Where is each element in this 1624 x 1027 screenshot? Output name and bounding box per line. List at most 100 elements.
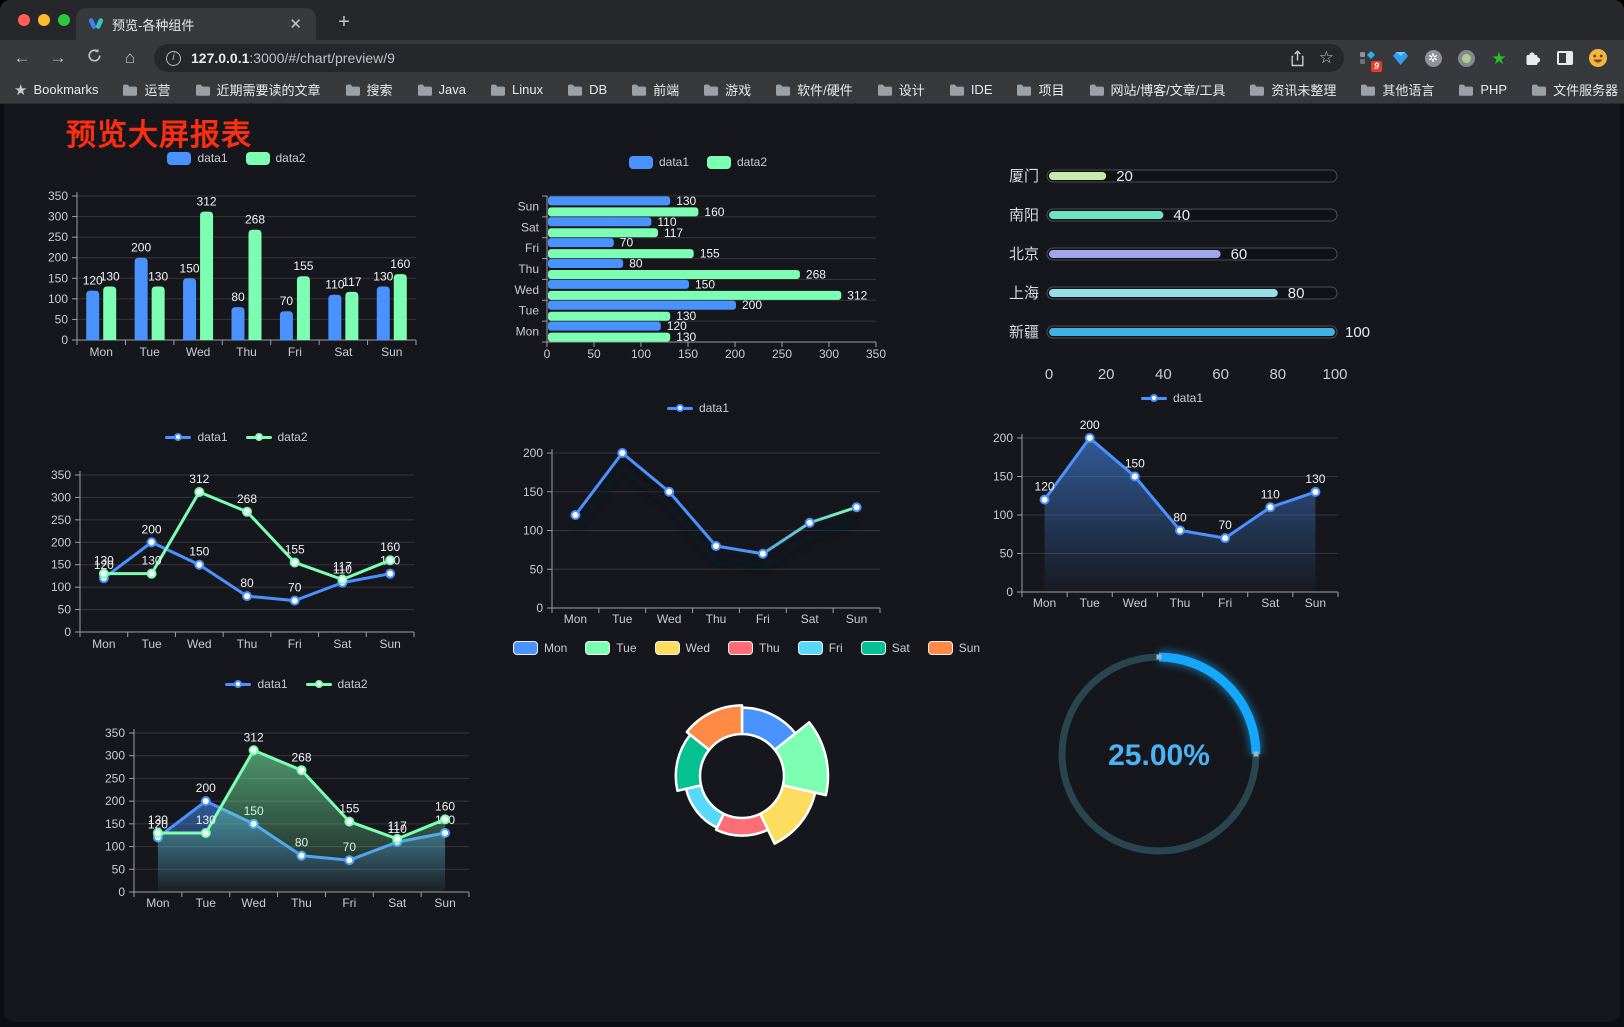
svg-text:150: 150 [48, 271, 68, 285]
green-star-extension-icon[interactable]: ★ [1491, 48, 1507, 68]
side-panel-icon[interactable] [1554, 47, 1576, 69]
folder-icon [1459, 84, 1474, 96]
bookmark-folder[interactable]: 软件/硬件 [775, 80, 853, 99]
grouped-bar-canvas[interactable]: 0 50 100 150 200 250 300 350 Mon Tue Wed Thu Fri Sat S… [44, 170, 429, 368]
legend-item-data1[interactable]: data1 [628, 155, 689, 169]
puzzle-extensions-icon[interactable] [1521, 47, 1543, 69]
bookmark-folder[interactable]: 文件服务器 [1531, 80, 1618, 99]
legend-item-data2[interactable]: data2 [305, 677, 368, 691]
bookmarks-manager-item[interactable]: ★ Bookmarks [14, 81, 98, 99]
folder-icon [195, 84, 210, 96]
legend-item-data1[interactable]: data1 [1140, 391, 1203, 405]
svg-text:312: 312 [197, 195, 217, 209]
emoji-extension-icon[interactable] [1587, 47, 1609, 69]
legend-item-data2[interactable]: data2 [245, 151, 306, 165]
folder-icon [1250, 84, 1265, 96]
bookmark-folder[interactable]: Linux [490, 82, 543, 97]
bookmark-folder[interactable]: DB [567, 82, 607, 97]
svg-text:Fri: Fri [342, 896, 356, 910]
record-circle-extension-icon[interactable] [1455, 47, 1477, 69]
url-text[interactable]: 127.0.0.1:3000/#/chart/preview/9 [191, 50, 395, 66]
chart-two-series-line[interactable]: data1 data2 0 50 100 150 200 250 300 350 Mon Tue Wed… [44, 425, 429, 657]
bookmark-folder[interactable]: IDE [949, 82, 992, 97]
svg-text:200: 200 [993, 431, 1013, 445]
legend-item-Fri[interactable]: Fri [797, 641, 843, 655]
chart-rose-donut[interactable]: Mon Tue Wed Thu Fri Sat Sun [512, 636, 980, 888]
bookmark-folder[interactable]: 运营 [122, 80, 171, 99]
back-button[interactable]: ← [13, 48, 31, 67]
chart-gradient-line[interactable]: data1 0 50 100 150 200 Mon Tue Wed Thu Fri Sat Sun [502, 396, 894, 628]
svg-text:300: 300 [105, 749, 125, 763]
progress-bars-canvas[interactable]: 厦门 20 南阳 40 北京 60 上海 80 新疆 100 0 20 40 60 80 100 [989, 150, 1374, 392]
chart-single-area-line[interactable]: data1 0 50 100 150 200 Mon Tue Wed Thu Fri Sat Sun 12… [982, 386, 1362, 610]
two-series-line-canvas[interactable]: 0 50 100 150 200 250 300 350 Mon Tue Wed Thu Fri Sat S… [44, 449, 429, 657]
rose-donut-canvas[interactable] [549, 660, 944, 886]
legend-item-data2[interactable]: data2 [707, 155, 767, 169]
legend-item-data1[interactable]: data1 [167, 151, 228, 165]
legend-swatch [707, 155, 731, 169]
bookmark-folder[interactable]: 前端 [631, 80, 679, 99]
bookmark-folder[interactable]: 搜索 [345, 80, 393, 99]
two-series-area-line-canvas[interactable]: 0 50 100 150 200 250 300 350 Mon Tue Wed Thu Fri Sat S… [104, 696, 489, 914]
svg-text:130: 130 [676, 330, 696, 344]
new-tab-button[interactable]: + [338, 11, 350, 33]
svg-text:350: 350 [51, 468, 71, 482]
bookmark-folder[interactable]: 项目 [1016, 80, 1065, 99]
svg-text:50: 50 [1000, 547, 1014, 561]
command-circle-extension-icon[interactable]: ✲ [1422, 47, 1444, 69]
site-info-icon[interactable]: i [166, 50, 181, 66]
svg-text:120: 120 [94, 558, 114, 572]
legend-item-Sun[interactable]: Sun [927, 641, 980, 655]
ring-gauge-canvas[interactable]: 25.00% [1039, 640, 1284, 875]
gem-extension-icon[interactable] [1389, 47, 1411, 69]
chart-ring-gauge[interactable]: 25.00% [1039, 640, 1284, 875]
svg-text:Thu: Thu [237, 637, 258, 651]
browser-tab[interactable]: 预览-各种组件 ✕ [76, 8, 316, 40]
home-button[interactable]: ⌂ [124, 48, 136, 67]
legend-item-Mon[interactable]: Mon [512, 641, 567, 655]
window-fullscreen-button[interactable] [58, 14, 70, 26]
chart-two-series-area-line[interactable]: data1 data2 0 50 100 150 200 250 300 350 Mon Tue Wed… [104, 672, 489, 914]
bookmark-folder[interactable]: 游戏 [703, 80, 751, 99]
tab-close-icon[interactable]: ✕ [289, 15, 302, 33]
svg-text:80: 80 [1288, 285, 1305, 302]
svg-text:117: 117 [342, 275, 361, 289]
bookmark-folder[interactable]: 近期需要读的文章 [195, 80, 321, 99]
horizontal-bar-canvas[interactable]: Sun Sat Fri Thu Wed Tue Mon 0 50 100 150 200 250 300 3… [502, 174, 894, 368]
bookmark-folder[interactable]: PHP [1458, 82, 1507, 97]
favicon-logo-icon [88, 18, 104, 29]
chart-horizontal-bar[interactable]: data1 data2 Sun Sat Fri Thu Wed Tue Mon 0 50 100 150… [502, 150, 894, 368]
bookmark-folder[interactable]: Java [417, 82, 466, 97]
legend-item-Sat[interactable]: Sat [860, 641, 910, 655]
bookmark-folder[interactable]: 设计 [877, 80, 925, 99]
chart-grouped-bar[interactable]: data1 data2 0 50 100 150 200 250 300 350 Mon Tue Wed… [44, 146, 429, 368]
legend-item-Tue[interactable]: Tue [585, 641, 637, 655]
browser-menu-icon[interactable]: ⋮ [1619, 48, 1624, 68]
bookmark-folder-label: 游戏 [725, 83, 752, 98]
share-icon[interactable] [1290, 49, 1305, 67]
bookmark-folder-label: 运营 [144, 83, 171, 98]
gradient-line-canvas[interactable]: 0 50 100 150 200 Mon Tue Wed Thu Fri Sat Sun [502, 420, 894, 628]
svg-text:Tue: Tue [141, 637, 162, 651]
legend-item-Wed[interactable]: Wed [654, 641, 710, 655]
legend-item-data1[interactable]: data1 [165, 430, 228, 444]
bookmark-folder[interactable]: 其他语言 [1360, 80, 1434, 99]
legend-item-data1[interactable]: data1 [666, 401, 729, 415]
legend-item-Thu[interactable]: Thu [728, 641, 780, 655]
window-minimize-button[interactable] [38, 14, 50, 26]
legend-label: Wed [685, 641, 710, 655]
window-close-button[interactable] [18, 14, 30, 26]
bookmark-folder[interactable]: 资讯未整理 [1249, 80, 1336, 99]
address-bar[interactable]: i 127.0.0.1:3000/#/chart/preview/9 ☆ [154, 44, 1344, 72]
folder-icon [1017, 84, 1032, 96]
forward-button[interactable]: → [49, 48, 67, 67]
reload-button[interactable] [80, 44, 108, 72]
extension-grid-diamond-icon[interactable]: 9 [1356, 47, 1382, 72]
bookmark-folder[interactable]: 网站/博客/文章/工具 [1089, 80, 1225, 99]
chart-progress-bars[interactable]: 厦门 20 南阳 40 北京 60 上海 80 新疆 100 0 20 40 60 80 100 [989, 150, 1374, 392]
bookmark-star-icon[interactable]: ☆ [1318, 48, 1334, 67]
legend-swatch [1140, 394, 1167, 402]
single-area-line-canvas[interactable]: 0 50 100 150 200 Mon Tue Wed Thu Fri Sat Sun 120 200 1… [982, 410, 1362, 610]
legend-item-data2[interactable]: data2 [245, 430, 308, 444]
legend-item-data1[interactable]: data1 [225, 677, 288, 691]
